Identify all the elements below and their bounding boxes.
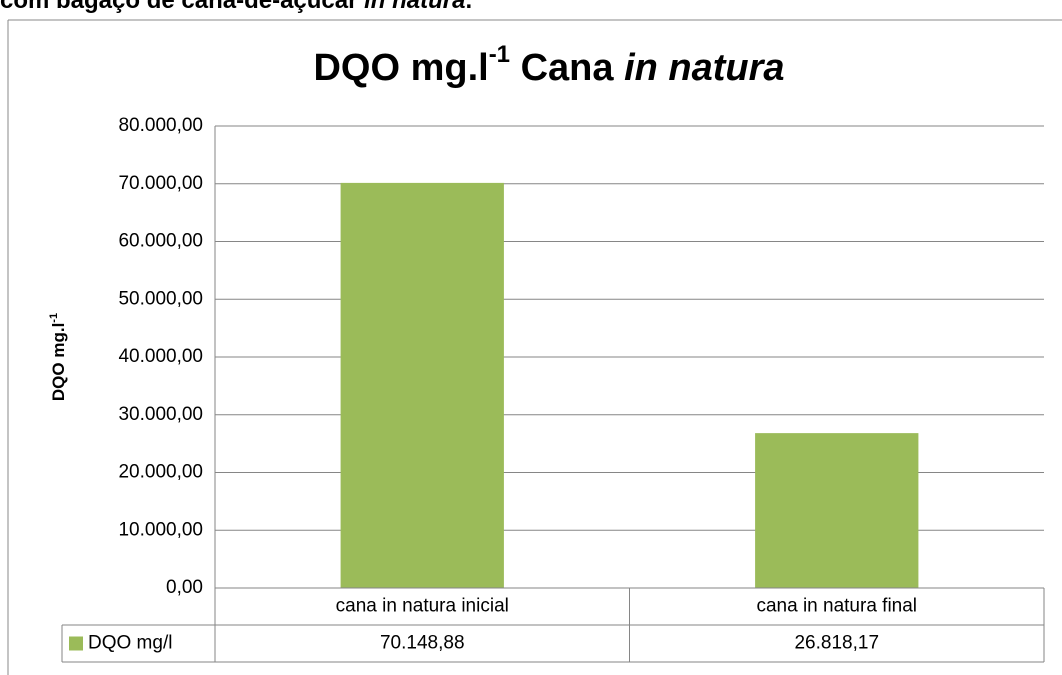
y-tick-label: 0,00 xyxy=(166,577,203,598)
y-axis-label: DQO mg.l-1 xyxy=(48,313,69,401)
x-tick-label: cana in natura inicial xyxy=(336,596,509,617)
title-italic: in natura xyxy=(624,47,784,89)
y-tick-label: 10.000,00 xyxy=(118,519,203,540)
x-tick-label: cana in natura final xyxy=(756,596,917,617)
bar xyxy=(340,182,504,589)
table-value: 70.148,88 xyxy=(380,633,465,654)
y-tick-label: 40.000,00 xyxy=(118,346,203,367)
caption-end: . xyxy=(465,0,472,14)
y-tick-label: 20.000,00 xyxy=(118,462,203,483)
y-tick-label: 30.000,00 xyxy=(118,404,203,425)
title-sup: -1 xyxy=(489,41,510,68)
y-tick-label: 50.000,00 xyxy=(118,288,203,309)
legend-swatch xyxy=(69,636,83,651)
table-value: 26.818,17 xyxy=(794,633,879,654)
bar xyxy=(755,433,919,588)
y-tick-label: 70.000,00 xyxy=(118,173,203,194)
caption: com bagaço de cana-de-açúcar in natura. xyxy=(0,0,472,14)
y-tick-label: 60.000,00 xyxy=(118,231,203,252)
ylabel-main: DQO mg.l xyxy=(49,323,68,401)
y-tick-label: 80.000,00 xyxy=(118,115,203,136)
caption-text: com bagaço de cana-de-açúcar xyxy=(0,0,364,14)
ylabel-sup: -1 xyxy=(48,313,60,323)
title-main: DQO mg.l xyxy=(313,47,488,89)
caption-italic: in natura xyxy=(364,0,465,14)
chart-title: DQO mg.l-1 Cana in natura xyxy=(313,41,784,89)
legend-label: DQO mg/l xyxy=(88,633,172,654)
title-rest: Cana xyxy=(510,47,624,89)
